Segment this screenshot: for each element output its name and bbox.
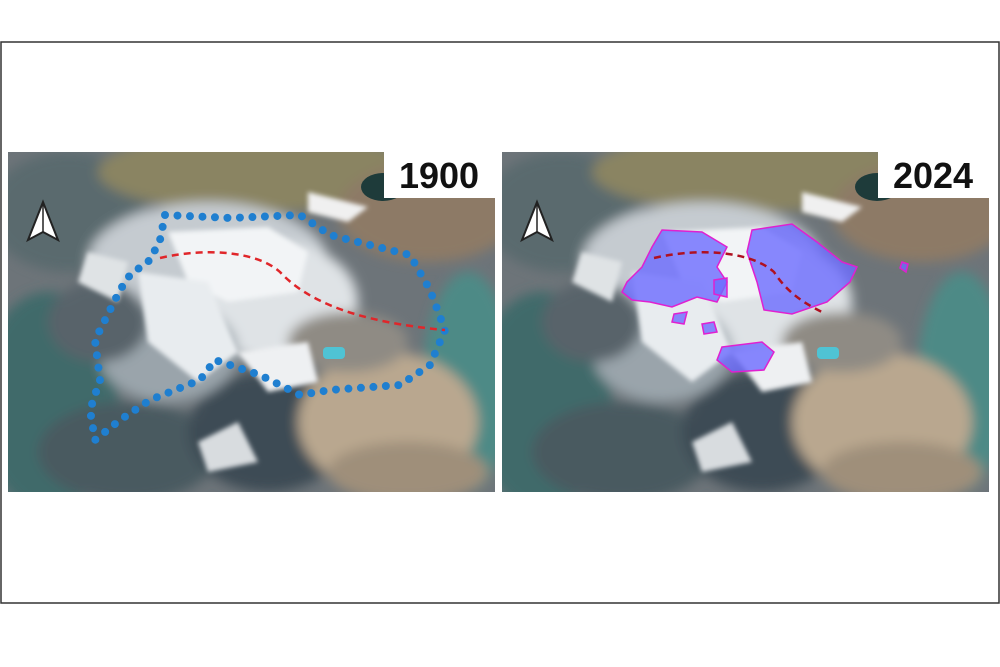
year-label: 2024	[893, 155, 973, 196]
panel-2024: 2024	[472, 132, 1000, 512]
panel-1900: 1900	[0, 132, 518, 512]
year-label: 1900	[399, 155, 479, 196]
frame	[0, 41, 1000, 604]
